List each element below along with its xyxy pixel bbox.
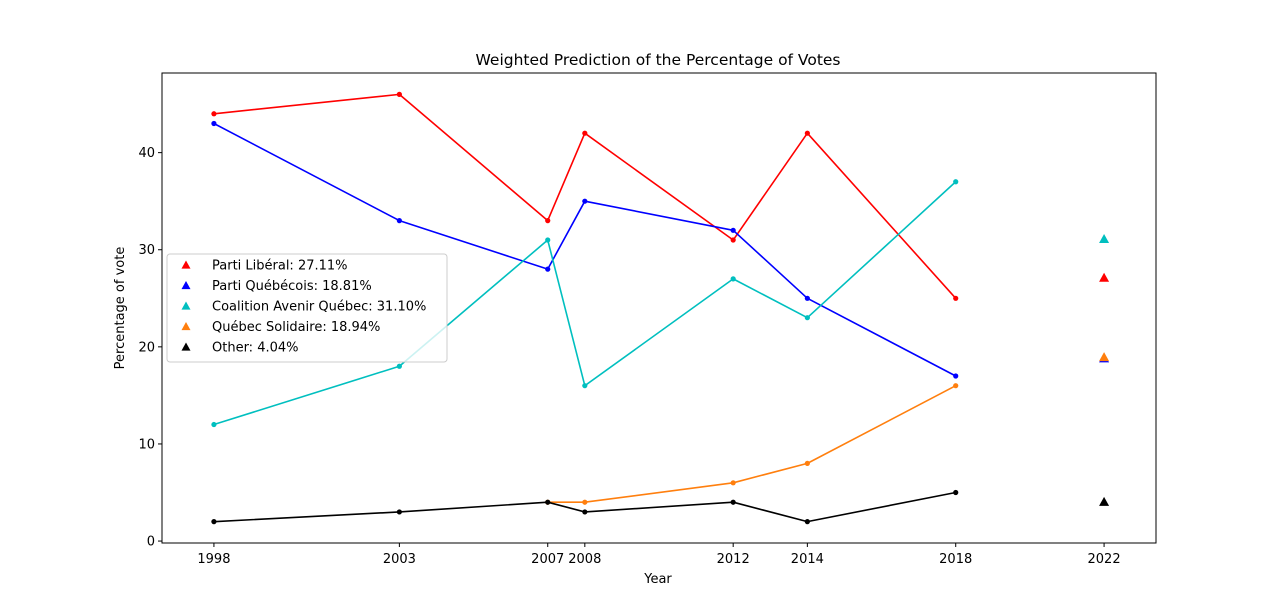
data-point-coalition-avenir-quebec (211, 421, 217, 428)
data-point-coalition-avenir-quebec (582, 383, 588, 389)
data-point-other (730, 499, 736, 505)
data-point-parti-quebecois (582, 198, 588, 204)
x-tick-label: 2018 (939, 552, 972, 567)
data-point-other (211, 519, 217, 525)
data-point-other (545, 499, 551, 505)
prediction-marker-coalition-avenir-quebec (1099, 234, 1110, 244)
x-tick-label: 2008 (568, 552, 601, 567)
data-point-parti-quebecois (730, 227, 736, 233)
data-point-parti-quebecois (953, 373, 959, 379)
prediction-marker-parti-liberal (1099, 272, 1110, 282)
x-tick-label: 2007 (531, 552, 564, 567)
data-point-parti-liberal (396, 91, 402, 97)
chart-title: Weighted Prediction of the Percentage of… (475, 51, 840, 69)
data-point-coalition-avenir-quebec (545, 237, 551, 243)
legend-entry-label: Coalition Avenir Québec: 31.10% (212, 300, 426, 315)
data-point-parti-quebecois (545, 266, 551, 272)
x-tick-label: 2014 (791, 552, 824, 567)
legend: Parti Libéral: 27.11% Parti Québécois: 18… (166, 253, 448, 363)
x-tick-label: 2022 (1088, 552, 1121, 567)
data-point-other (953, 489, 959, 496)
data-point-coalition-avenir-quebec (730, 276, 736, 282)
legend-marker (181, 322, 191, 331)
data-point-parti-liberal (211, 111, 217, 117)
series-layer (211, 91, 1110, 525)
y-tick-label: 10 (138, 437, 155, 452)
x-axis-label: Year (643, 572, 672, 587)
legend-entry-label: Other: 4.04% (212, 341, 299, 356)
prediction-marker-quebec-solidaire (1099, 352, 1110, 362)
data-point-coalition-avenir-quebec (396, 363, 402, 369)
data-point-parti-liberal (582, 130, 588, 136)
data-point-coalition-avenir-quebec (953, 179, 959, 185)
series-line-other (213, 491, 956, 523)
data-point-coalition-avenir-quebec (804, 315, 810, 321)
data-point-quebec-solidaire (953, 383, 959, 389)
data-point-parti-quebecois (211, 120, 217, 127)
plot-area-frame (161, 72, 1157, 544)
y-tick-label: 40 (138, 146, 155, 161)
x-tick-label: 2012 (717, 552, 750, 567)
data-point-other (804, 519, 810, 525)
y-axis: 0 10 20 30 40 (138, 146, 162, 550)
legend-marker (181, 260, 191, 269)
y-tick-label: 20 (138, 340, 155, 355)
legend-entry-label: Parti Libéral: 27.11% (212, 259, 348, 274)
data-point-other (396, 509, 402, 515)
prediction-marker-other (1099, 496, 1110, 506)
y-tick-label: 0 (147, 535, 155, 550)
data-point-quebec-solidaire (804, 460, 810, 466)
legend-entry-label: Parti Québécois: 18.81% (212, 279, 372, 294)
x-tick-label: 1998 (197, 552, 230, 567)
legend-entry-label: Québec Solidaire: 18.94% (212, 320, 380, 335)
legend-marker (181, 301, 191, 310)
data-point-parti-liberal (804, 130, 810, 136)
data-point-parti-liberal (545, 218, 551, 224)
series-line-quebec-solidaire (547, 384, 957, 504)
y-axis-label: Percentage of vote (113, 247, 128, 370)
data-point-parti-liberal (953, 295, 959, 301)
x-tick-label: 2003 (383, 552, 416, 567)
legend-marker (181, 342, 191, 351)
data-point-parti-liberal (730, 237, 736, 243)
data-point-parti-quebecois (804, 295, 810, 301)
legend-marker (181, 281, 191, 290)
data-point-parti-quebecois (396, 218, 402, 224)
y-tick-label: 30 (138, 243, 155, 258)
x-axis: 1998 2003 2007 2008 2012 2014 2018 2022 (197, 543, 1121, 567)
data-point-quebec-solidaire (582, 499, 588, 505)
legend-box (166, 253, 448, 363)
data-point-quebec-solidaire (730, 480, 736, 486)
data-point-other (582, 509, 588, 515)
